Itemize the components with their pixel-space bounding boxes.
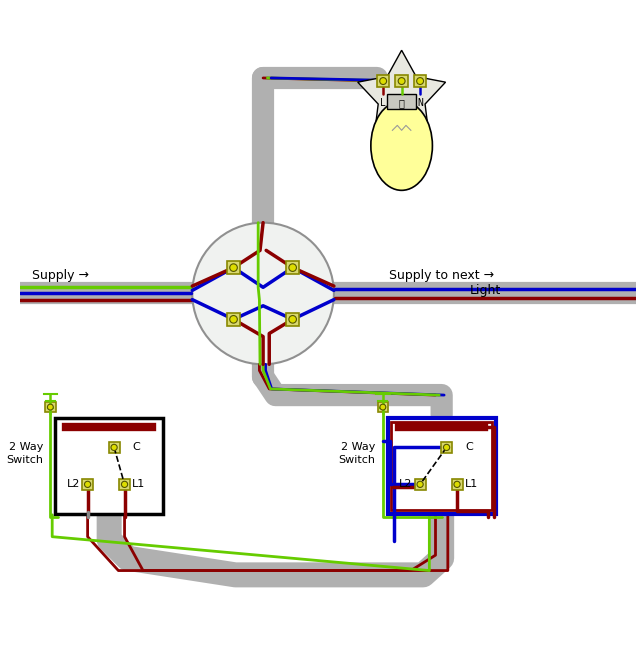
Circle shape [380, 77, 387, 85]
FancyBboxPatch shape [441, 442, 452, 453]
FancyBboxPatch shape [415, 479, 426, 490]
FancyBboxPatch shape [45, 402, 55, 412]
Circle shape [192, 223, 334, 364]
Circle shape [230, 264, 238, 271]
Text: Switch: Switch [338, 455, 375, 465]
Text: ⏚: ⏚ [399, 98, 404, 108]
FancyBboxPatch shape [227, 313, 240, 326]
Text: L1: L1 [132, 480, 145, 490]
Circle shape [454, 482, 460, 488]
Text: C: C [465, 442, 473, 452]
Text: L2: L2 [67, 480, 80, 490]
FancyBboxPatch shape [82, 479, 93, 490]
FancyBboxPatch shape [378, 402, 388, 412]
Text: L1: L1 [464, 480, 478, 490]
Text: Supply to next →: Supply to next → [389, 269, 494, 281]
Ellipse shape [371, 101, 433, 190]
FancyBboxPatch shape [119, 479, 130, 490]
Polygon shape [358, 50, 445, 134]
Text: Switch: Switch [6, 455, 43, 465]
FancyBboxPatch shape [108, 442, 120, 453]
FancyBboxPatch shape [452, 479, 462, 490]
Circle shape [122, 482, 127, 488]
Circle shape [417, 482, 423, 488]
Text: C: C [132, 442, 140, 452]
Circle shape [398, 77, 405, 85]
Text: N: N [417, 98, 423, 108]
Text: Light: Light [469, 284, 501, 297]
Text: 2 Way: 2 Way [341, 442, 375, 452]
FancyBboxPatch shape [55, 418, 163, 514]
FancyBboxPatch shape [286, 313, 299, 326]
Circle shape [417, 77, 424, 85]
FancyBboxPatch shape [414, 75, 426, 87]
Text: L: L [380, 98, 386, 108]
Circle shape [443, 444, 450, 450]
Circle shape [47, 404, 54, 410]
FancyBboxPatch shape [387, 94, 417, 109]
Text: 2 Way: 2 Way [8, 442, 43, 452]
FancyBboxPatch shape [396, 75, 408, 87]
Text: Supply →: Supply → [32, 269, 89, 281]
FancyBboxPatch shape [227, 261, 240, 274]
Circle shape [380, 404, 386, 410]
Text: L2: L2 [399, 480, 413, 490]
FancyBboxPatch shape [377, 75, 389, 87]
Circle shape [289, 315, 296, 323]
Circle shape [289, 264, 296, 271]
FancyBboxPatch shape [286, 261, 299, 274]
FancyBboxPatch shape [388, 418, 496, 514]
Circle shape [85, 482, 90, 488]
Circle shape [111, 444, 117, 450]
Circle shape [230, 315, 238, 323]
